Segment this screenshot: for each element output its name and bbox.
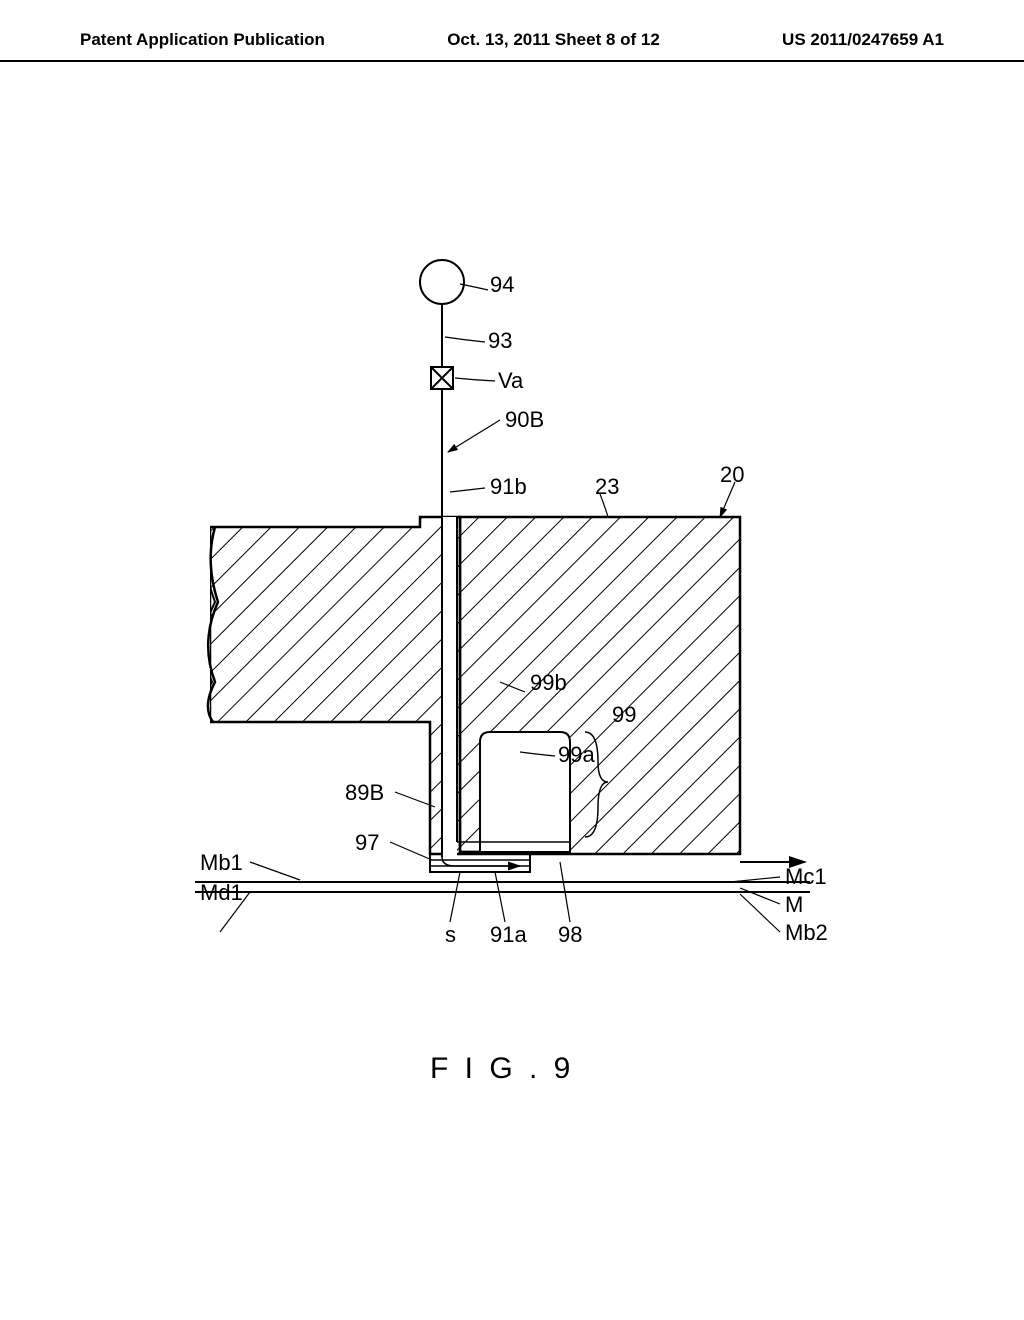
circle-94 <box>420 260 464 304</box>
label-94: 94 <box>490 272 514 298</box>
header-center: Oct. 13, 2011 Sheet 8 of 12 <box>447 30 660 50</box>
flow-arrow-s <box>442 857 520 866</box>
label-Md1: Md1 <box>200 880 243 906</box>
page-header: Patent Application Publication Oct. 13, … <box>0 0 1024 62</box>
label-Mb2: Mb2 <box>785 920 828 946</box>
label-98: 98 <box>558 922 582 948</box>
leader-Mb1 <box>250 862 300 880</box>
break-mask <box>190 525 210 725</box>
label-93: 93 <box>488 328 512 354</box>
figure-caption: F I G . 9 <box>430 1052 574 1086</box>
leader-90B <box>448 420 500 452</box>
header-right: US 2011/0247659 A1 <box>782 30 944 50</box>
leader-Va <box>455 378 495 381</box>
label-Mb1: Mb1 <box>200 850 243 876</box>
chamber-99 <box>480 732 570 852</box>
label-90B: 90B <box>505 407 544 433</box>
leader-Mb2 <box>740 894 780 932</box>
label-91b: 91b <box>490 474 527 500</box>
leader-91b <box>450 488 485 492</box>
label-99: 99 <box>612 702 636 728</box>
label-M: M <box>785 892 803 918</box>
leader-97 <box>390 842 432 860</box>
label-Va: Va <box>498 368 523 394</box>
label-99b: 99b <box>530 670 567 696</box>
label-89B: 89B <box>345 780 384 806</box>
figure-container: 94 93 Va 90B 91b 23 20 99b 99 99a 89B 97… <box>0 62 1024 1262</box>
leader-M <box>740 888 780 904</box>
channel-91b <box>442 517 457 857</box>
label-97: 97 <box>355 830 379 856</box>
leader-93 <box>445 337 485 342</box>
label-Mc1: Mc1 <box>785 864 827 890</box>
label-99a: 99a <box>558 742 595 768</box>
label-91a: 91a <box>490 922 527 948</box>
leader-91a <box>495 872 505 922</box>
header-left: Patent Application Publication <box>80 30 325 50</box>
label-20: 20 <box>720 462 744 488</box>
label-23: 23 <box>595 474 619 500</box>
leader-s <box>450 872 460 922</box>
label-s: s <box>445 922 456 948</box>
